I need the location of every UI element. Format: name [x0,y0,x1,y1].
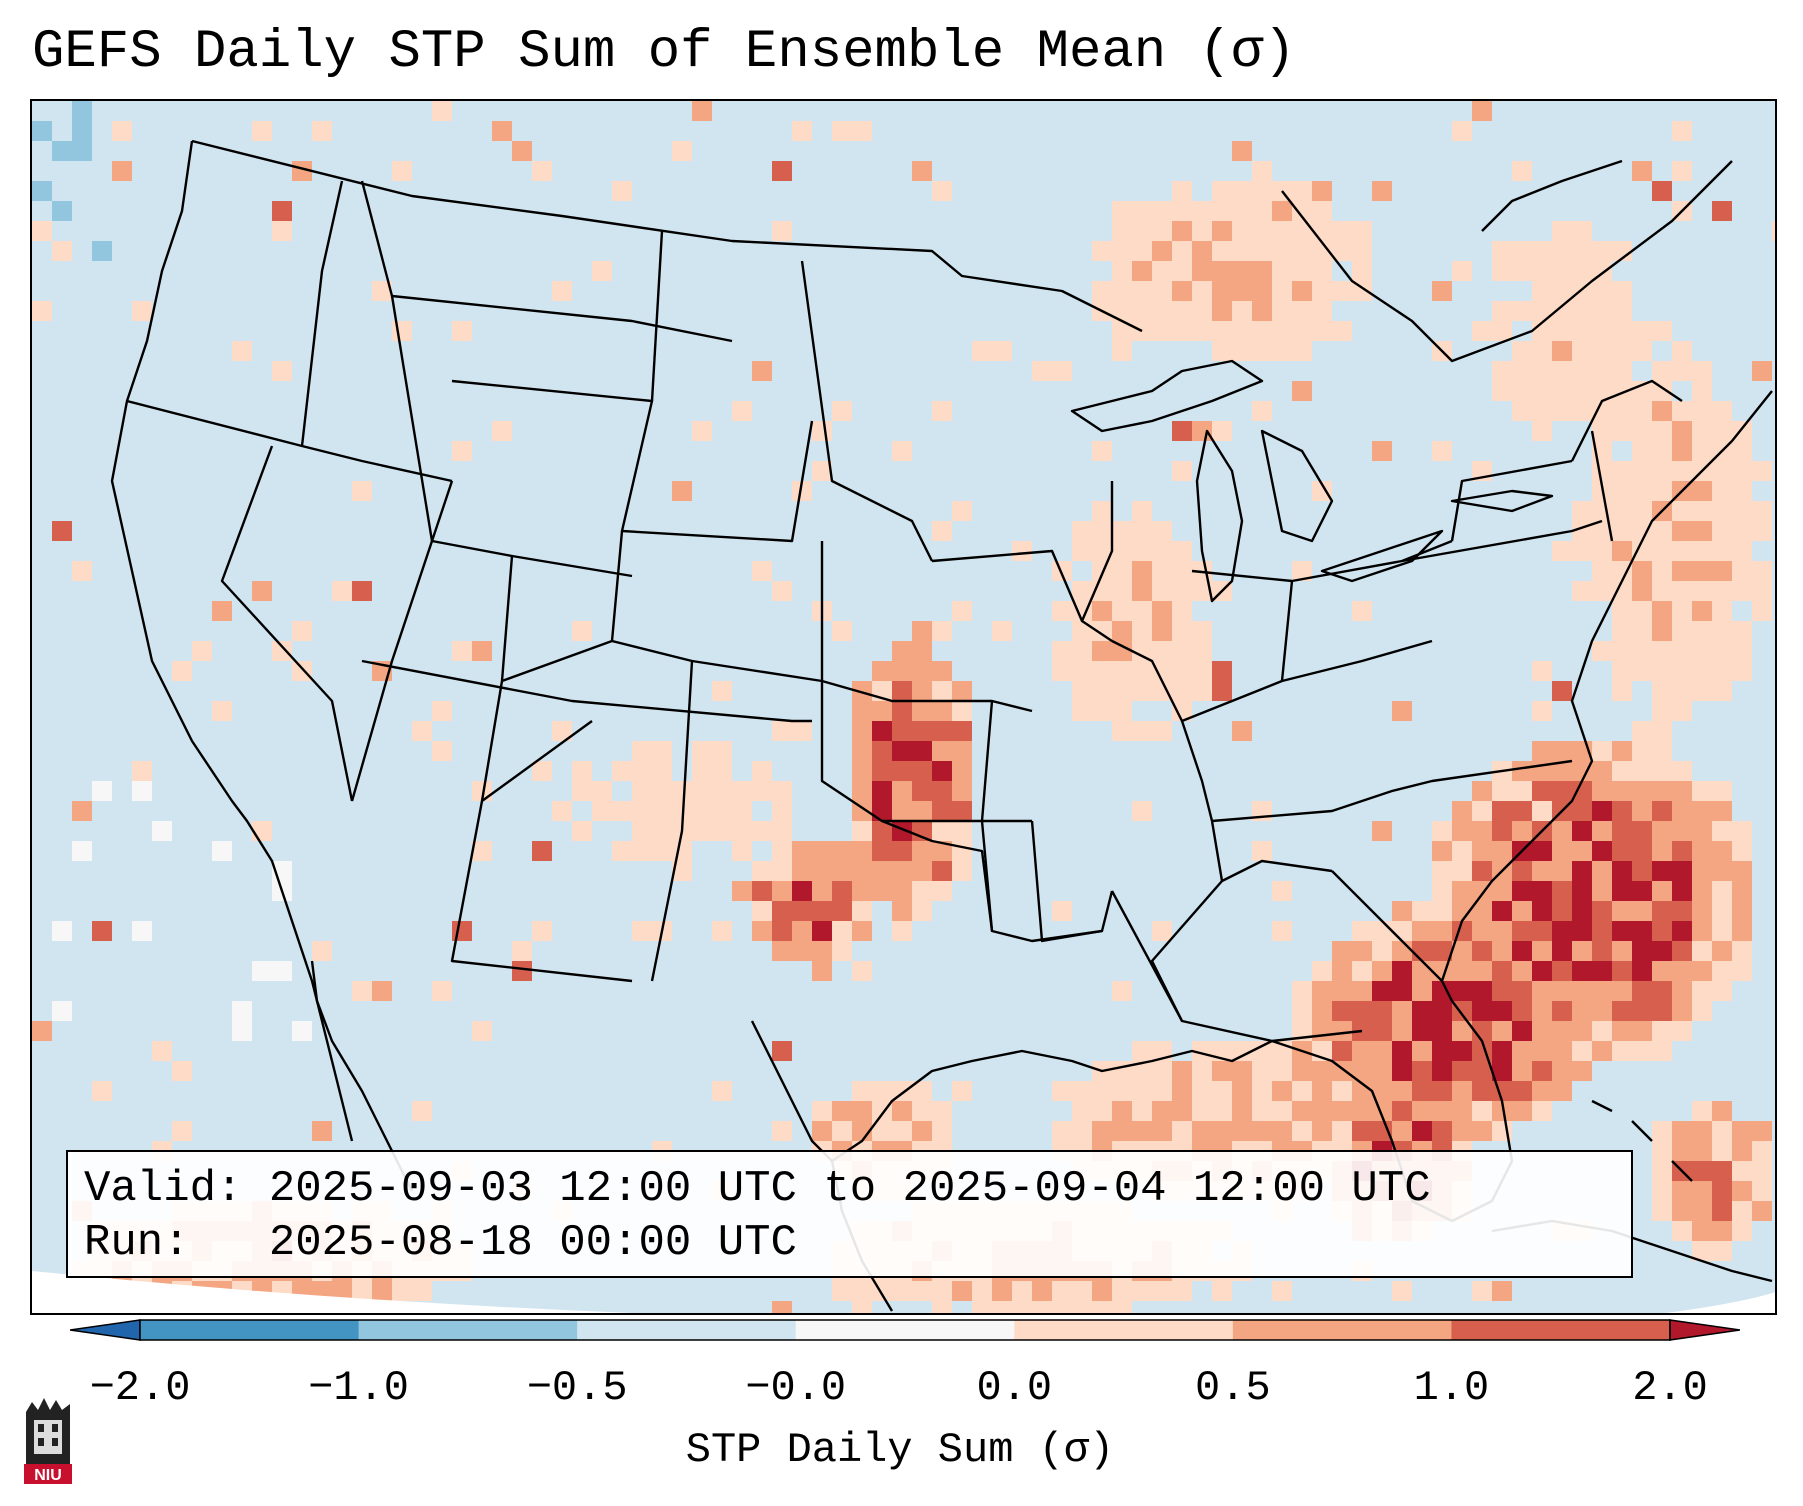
colorbar-label: STP Daily Sum (σ) [685,1426,1115,1474]
colorbar-segment [1451,1320,1671,1340]
colorbar-segment [358,1320,578,1340]
colorbar-tick-label: −1.0 [308,1364,409,1412]
colorbar-extend-low [70,1319,141,1341]
colorbar-tick-label: −2.0 [89,1364,191,1412]
lake-superior [1070,359,1264,433]
colorbar-segment [1232,1320,1452,1340]
bahamas [1591,1099,1693,1182]
svg-text:NIU: NIU [34,1467,62,1484]
colorbar-segment [577,1320,797,1340]
lake-ontario [1450,489,1554,513]
lake-erie [1320,529,1444,583]
colorbar-tick-label: 0.5 [1195,1364,1271,1412]
stp-map [32,101,1775,1313]
colorbar-extend-high [1669,1319,1740,1341]
validity-info-box: Valid: 2025-09-03 12:00 UTC to 2025-09-0… [66,1150,1633,1278]
colorbar-segment [1014,1320,1234,1340]
colorbar-tick-label: 1.0 [1413,1364,1490,1412]
atlantic-coastline [1440,390,1773,982]
canada-border [191,139,1143,333]
colorbar-segment [795,1320,1015,1340]
colorbar-tick-label: 0.0 [976,1364,1053,1412]
colorbar-tick-label: −0.5 [526,1364,628,1412]
colorbar [70,1319,1740,1341]
anomaly-grid [32,101,1775,1313]
niu-logo-icon: NIU [24,1398,72,1484]
run-time-line: Run: 2025-08-18 00:00 UTC [84,1218,797,1268]
domain-edge [1665,1292,1775,1313]
map-title: GEFS Daily STP Sum of Ensemble Mean (σ) [32,22,1296,83]
state-borders [110,139,1683,1192]
domain-edge [32,1271,632,1313]
colorbar-tick-label: −0.0 [745,1364,847,1412]
colorbar-tick-label: 2.0 [1632,1364,1708,1412]
pacific-coastline [110,140,354,1142]
map-panel [30,99,1777,1315]
colorbar-segment [140,1320,360,1340]
valid-time-line: Valid: 2025-09-03 12:00 UTC to 2025-09-0… [84,1164,1431,1214]
lake-michigan [1195,429,1244,603]
lake-huron [1260,429,1334,543]
